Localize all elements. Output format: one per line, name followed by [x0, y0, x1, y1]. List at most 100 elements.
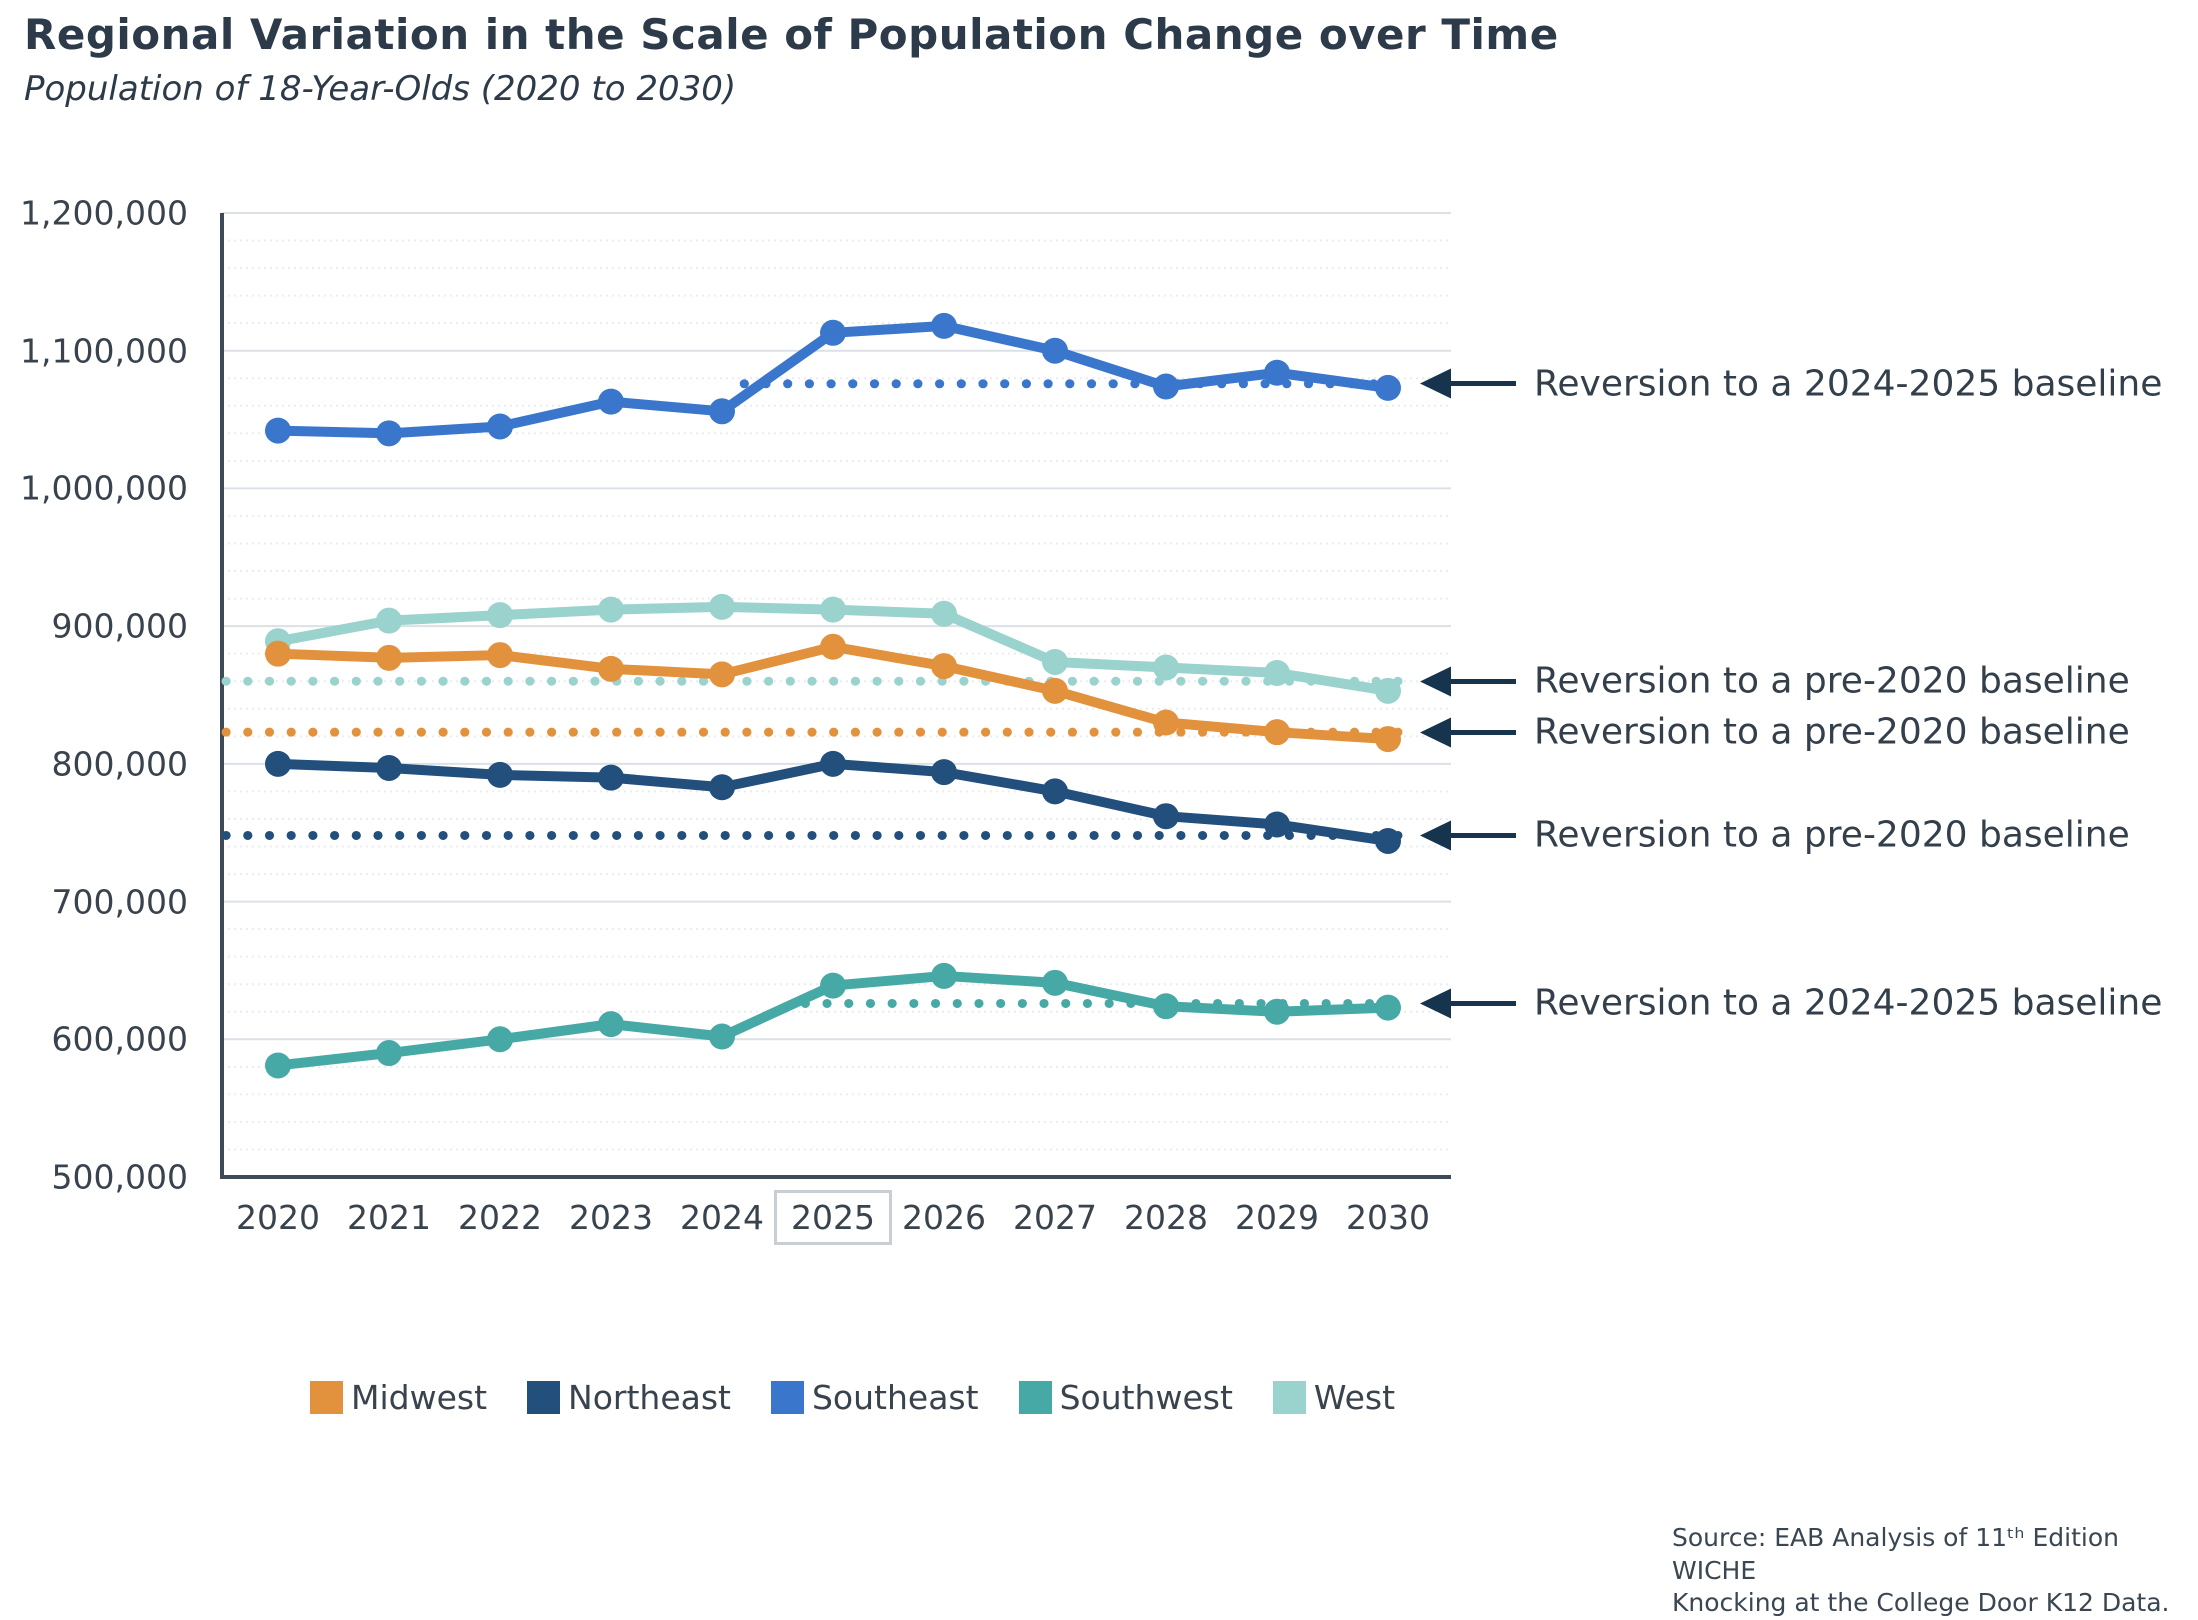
- chart-header: Regional Variation in the Scale of Popul…: [24, 10, 1559, 109]
- data-point-southeast-2029: [1264, 359, 1290, 386]
- data-point-northeast-2028: [1153, 803, 1179, 830]
- data-point-southwest-2030: [1375, 994, 1401, 1021]
- data-point-southwest-2020: [265, 1052, 291, 1079]
- data-point-southeast-2020: [265, 417, 291, 444]
- data-point-midwest-2024: [709, 661, 735, 688]
- data-point-southwest-2027: [1042, 969, 1068, 996]
- x-tick-label-2028: 2028: [1124, 1198, 1208, 1237]
- y-tick-label: 800,000: [51, 744, 188, 784]
- x-tick-label-2030: 2030: [1346, 1198, 1430, 1237]
- west-swatch-icon: [1272, 1381, 1306, 1414]
- x-tick-label-2024: 2024: [680, 1198, 764, 1237]
- legend-item-southeast: Southeast: [770, 1378, 979, 1417]
- x-tick-label-2027: 2027: [1013, 1198, 1097, 1237]
- data-point-northeast-2021: [376, 754, 402, 781]
- data-point-midwest-2022: [487, 642, 513, 669]
- annotation-label: Reversion to a 2024-2025 baseline: [1534, 363, 2163, 405]
- data-point-midwest-2025: [820, 633, 846, 660]
- data-point-southeast-2030: [1375, 374, 1401, 401]
- y-tick-label: 700,000: [51, 882, 188, 922]
- page-subtitle: Population of 18-Year-Olds (2020 to 2030…: [24, 69, 737, 109]
- data-point-southeast-2027: [1042, 337, 1068, 364]
- annotation-label: Reversion to a pre-2020 baseline: [1534, 814, 2130, 856]
- legend-item-northeast: Northeast: [527, 1378, 731, 1417]
- annotation-label: Reversion to a pre-2020 baseline: [1534, 711, 2130, 753]
- y-tick-label: 500,000: [51, 1157, 188, 1197]
- data-point-west-2025: [820, 596, 846, 623]
- arrow-left-icon: [1420, 666, 1516, 697]
- data-point-northeast-2020: [265, 750, 291, 777]
- arrow-left-icon: [1420, 988, 1516, 1019]
- legend: Midwest Northeast Southeast Southwest We…: [310, 1378, 1395, 1417]
- data-point-west-2027: [1042, 648, 1068, 675]
- legend-label: Midwest: [351, 1378, 488, 1417]
- data-point-northeast-2030: [1375, 827, 1401, 854]
- data-point-midwest-2028: [1153, 709, 1179, 736]
- annotation-southeast-baseline: Reversion to a 2024-2025 baseline: [1418, 363, 2162, 404]
- legend-label: West: [1313, 1378, 1396, 1417]
- series-line-midwest: [273, 641, 1393, 745]
- data-point-southwest-2024: [709, 1023, 735, 1050]
- data-point-southwest-2028: [1153, 993, 1179, 1020]
- annotation-northeast-baseline: Reversion to a pre-2020 baseline: [1418, 815, 2130, 856]
- data-point-southwest-2023: [598, 1011, 624, 1038]
- data-point-west-2030: [1375, 677, 1401, 704]
- y-tick-label: 600,000: [51, 1019, 188, 1059]
- annotation-label: Reversion to a 2024-2025 baseline: [1534, 982, 2163, 1024]
- arrow-left-icon: [1420, 820, 1516, 851]
- x-tick-label-2023: 2023: [569, 1198, 653, 1237]
- data-point-midwest-2020: [265, 640, 291, 667]
- data-point-southeast-2021: [376, 420, 402, 447]
- data-point-midwest-2027: [1042, 677, 1068, 704]
- data-point-west-2021: [376, 607, 402, 634]
- y-tick-label: 1,200,000: [20, 193, 188, 233]
- data-point-midwest-2023: [598, 655, 624, 682]
- x-tick-label-2021: 2021: [347, 1198, 431, 1237]
- data-point-northeast-2024: [709, 774, 735, 801]
- arrow-left-icon: [1420, 368, 1516, 399]
- data-point-southwest-2021: [376, 1040, 402, 1067]
- x-tick-label-2029: 2029: [1235, 1198, 1319, 1237]
- data-point-west-2022: [487, 602, 513, 629]
- data-point-southwest-2026: [931, 962, 957, 989]
- source-line-2: Knocking at the College Door K12 Data.: [1672, 1588, 2170, 1617]
- data-point-northeast-2029: [1264, 811, 1290, 838]
- data-point-midwest-2029: [1264, 719, 1290, 746]
- data-point-midwest-2030: [1375, 726, 1401, 753]
- legend-label: Northeast: [568, 1378, 731, 1417]
- annotation-midwest-baseline: Reversion to a pre-2020 baseline: [1418, 712, 2130, 753]
- legend-item-midwest: Midwest: [310, 1378, 487, 1417]
- data-point-northeast-2025: [820, 750, 846, 777]
- legend-label: Southwest: [1059, 1378, 1233, 1417]
- source-line-1: Source: EAB Analysis of 11ᵗʰ Edition WIC…: [1672, 1523, 2119, 1585]
- legend-item-southwest: Southwest: [1018, 1378, 1233, 1417]
- data-point-southwest-2025: [820, 972, 846, 999]
- annotation-label: Reversion to a pre-2020 baseline: [1534, 660, 2130, 702]
- southeast-swatch-icon: [770, 1381, 804, 1414]
- southwest-swatch-icon: [1018, 1381, 1052, 1414]
- data-point-southeast-2026: [931, 312, 957, 339]
- y-tick-label: 1,000,000: [20, 468, 188, 508]
- source-note: Source: EAB Analysis of 11ᵗʰ Edition WIC…: [1672, 1522, 2198, 1620]
- data-point-southeast-2024: [709, 398, 735, 425]
- x-tick-label-2026: 2026: [902, 1198, 986, 1237]
- data-point-northeast-2026: [931, 759, 957, 786]
- data-point-west-2026: [931, 600, 957, 627]
- data-point-midwest-2026: [931, 653, 957, 680]
- data-point-southeast-2028: [1153, 373, 1179, 400]
- annotation-southwest-baseline: Reversion to a 2024-2025 baseline: [1418, 983, 2162, 1024]
- legend-item-west: West: [1272, 1378, 1396, 1417]
- data-point-west-2028: [1153, 654, 1179, 681]
- data-point-southwest-2029: [1264, 998, 1290, 1025]
- data-point-southeast-2025: [820, 319, 846, 346]
- x-tick-label-2025-highlighted: 2025: [774, 1190, 892, 1245]
- data-point-northeast-2022: [487, 761, 513, 788]
- data-point-west-2029: [1264, 659, 1290, 686]
- page-title: Regional Variation in the Scale of Popul…: [24, 10, 1559, 59]
- data-point-northeast-2023: [598, 764, 624, 791]
- x-tick-label-2020: 2020: [236, 1198, 320, 1237]
- data-point-southeast-2022: [487, 413, 513, 440]
- data-point-west-2024: [709, 593, 735, 620]
- northeast-swatch-icon: [527, 1381, 561, 1414]
